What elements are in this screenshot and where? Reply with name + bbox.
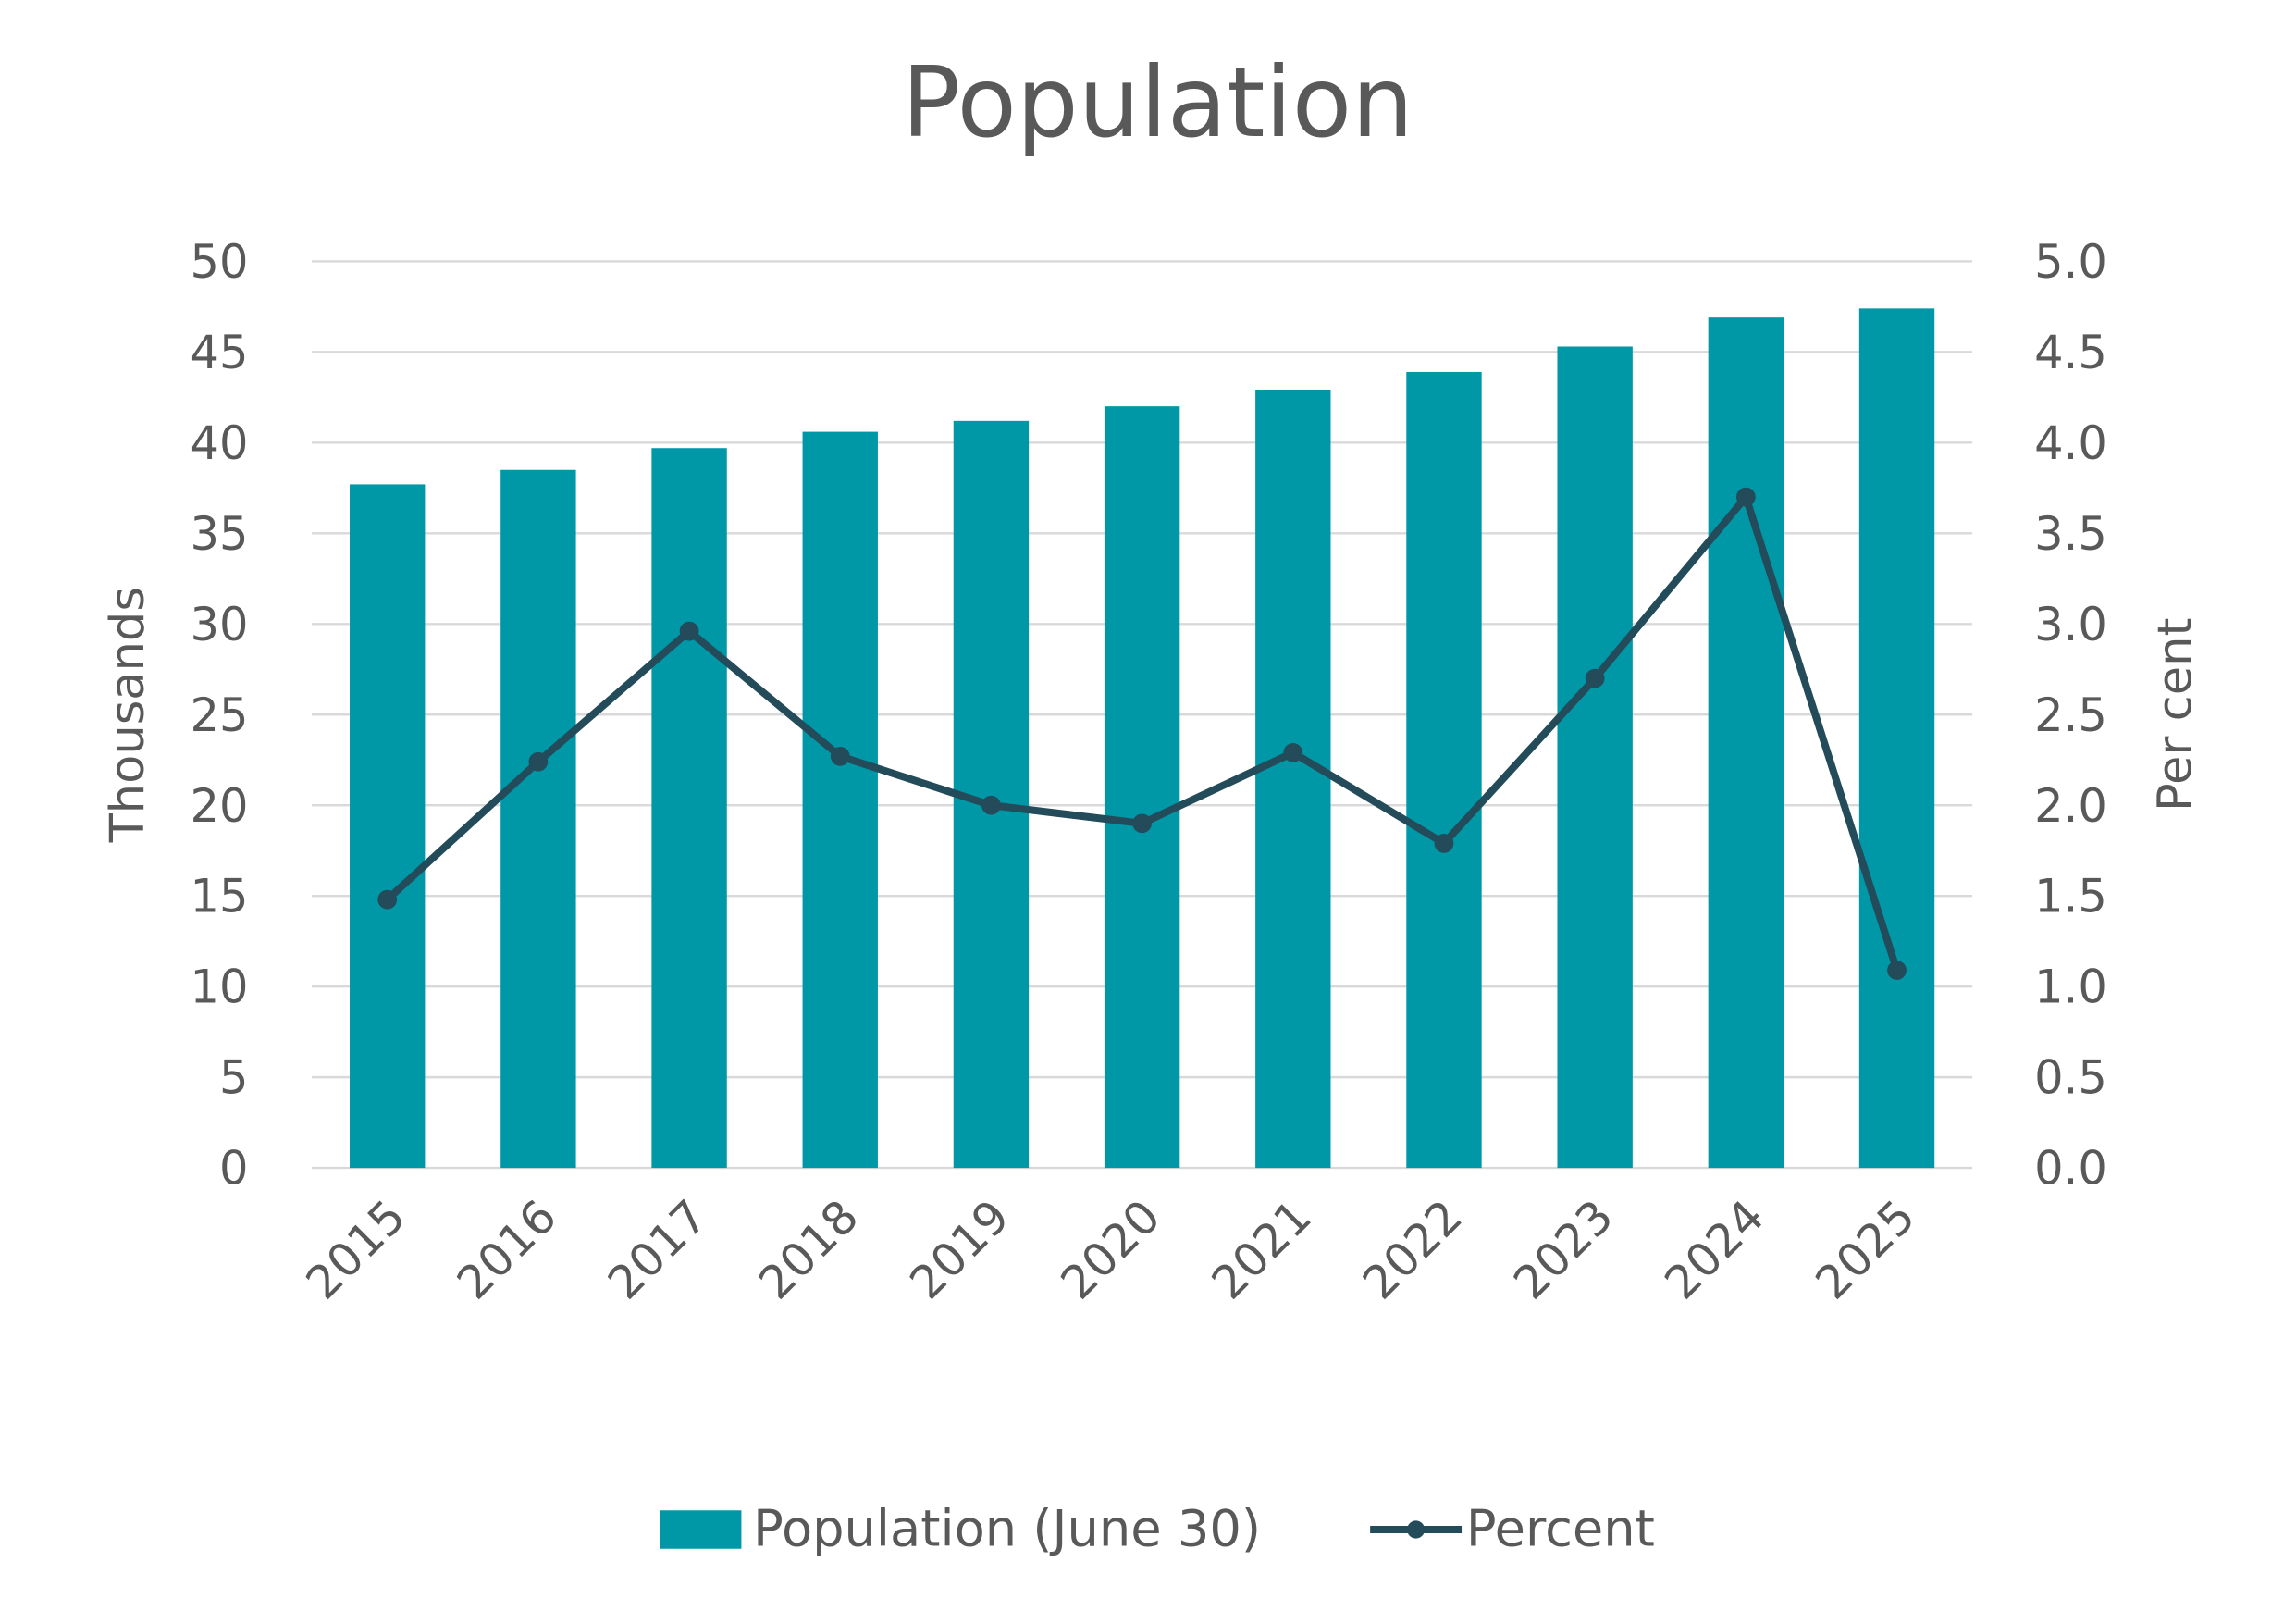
x-tick-label: 2024 <box>1654 1189 1774 1309</box>
x-tick-label: 2016 <box>447 1189 567 1309</box>
y-axis-right: 0.0 0.5 1.0 1.5 2.0 2.5 3.0 3.5 4.0 4.5 5.0 <box>2034 235 2107 1196</box>
y2-tick-label: 0.0 <box>2034 1142 2107 1196</box>
x-tick-label: 2020 <box>1050 1189 1170 1309</box>
y2-tick-label: 1.0 <box>2034 961 2107 1014</box>
y-tick-label: 5 <box>219 1051 248 1105</box>
legend-label-population: Population (June 30) <box>753 1500 1261 1558</box>
point-2024 <box>1735 487 1756 507</box>
point-2020 <box>1132 813 1152 834</box>
point-2016 <box>528 751 549 772</box>
bar-series <box>350 308 1935 1169</box>
bar-2017 <box>651 448 727 1169</box>
point-2015 <box>377 889 398 910</box>
line-series <box>377 487 1907 980</box>
y-axis-left: 0 5 10 15 20 25 30 35 40 45 50 <box>191 235 249 1196</box>
x-tick-label: 2018 <box>748 1189 869 1309</box>
y-tick-label: 0 <box>219 1142 248 1196</box>
point-2021 <box>1283 743 1303 762</box>
x-tick-label: 2023 <box>1503 1189 1623 1309</box>
legend: Population (June 30) Percent <box>660 1500 1655 1558</box>
legend-swatch-population <box>660 1510 742 1549</box>
y2-tick-label: 3.0 <box>2034 598 2107 651</box>
bar-2020 <box>1104 406 1180 1169</box>
bar-2018 <box>802 431 878 1169</box>
bar-2025 <box>1858 308 1935 1169</box>
y2-tick-label: 0.5 <box>2034 1051 2107 1105</box>
point-2017 <box>679 621 699 641</box>
y2-tick-label: 5.0 <box>2034 235 2107 289</box>
y-tick-label: 10 <box>191 961 249 1014</box>
legend-marker-percent <box>1407 1520 1426 1539</box>
y-axis-title: Thousands <box>101 587 155 843</box>
y-tick-label: 25 <box>191 688 249 742</box>
bar-2023 <box>1557 346 1633 1169</box>
bar-2015 <box>350 484 426 1169</box>
point-2023 <box>1585 668 1605 688</box>
bar-2021 <box>1255 390 1331 1169</box>
y-tick-label: 35 <box>191 507 249 561</box>
x-tick-label: 2022 <box>1352 1189 1473 1309</box>
x-tick-label: 2025 <box>1805 1189 1925 1309</box>
y-tick-label: 45 <box>191 326 249 379</box>
bar-2016 <box>500 469 576 1169</box>
x-tick-label: 2019 <box>899 1189 1019 1309</box>
point-2022 <box>1434 833 1454 853</box>
point-2019 <box>981 795 1001 815</box>
bar-2024 <box>1708 317 1784 1169</box>
y2-tick-label: 4.5 <box>2034 326 2107 379</box>
y2-tick-label: 1.5 <box>2034 870 2107 923</box>
x-tick-label: 2017 <box>598 1189 718 1309</box>
legend-label-percent: Percent <box>1466 1500 1655 1558</box>
y2-tick-label: 2.0 <box>2034 779 2107 833</box>
point-2018 <box>830 746 850 766</box>
y-tick-label: 30 <box>191 598 249 651</box>
chart-title: Population <box>902 45 1413 159</box>
y-tick-label: 15 <box>191 870 249 923</box>
y2-tick-label: 4.0 <box>2034 416 2107 470</box>
y2-tick-label: 3.5 <box>2034 507 2107 561</box>
y2-tick-label: 2.5 <box>2034 688 2107 742</box>
y-tick-label: 40 <box>191 416 249 470</box>
x-tick-label: 2021 <box>1202 1189 1322 1309</box>
x-axis: 2015 2016 2017 2018 2019 2020 2021 2022 2023 2024… <box>296 1189 1926 1309</box>
y-tick-label: 20 <box>191 779 249 833</box>
y-tick-label: 50 <box>191 235 249 289</box>
y2-axis-title: Per cent <box>2148 618 2203 812</box>
x-tick-label: 2015 <box>296 1189 416 1309</box>
point-2025 <box>1887 961 1907 980</box>
bar-2022 <box>1406 371 1482 1169</box>
